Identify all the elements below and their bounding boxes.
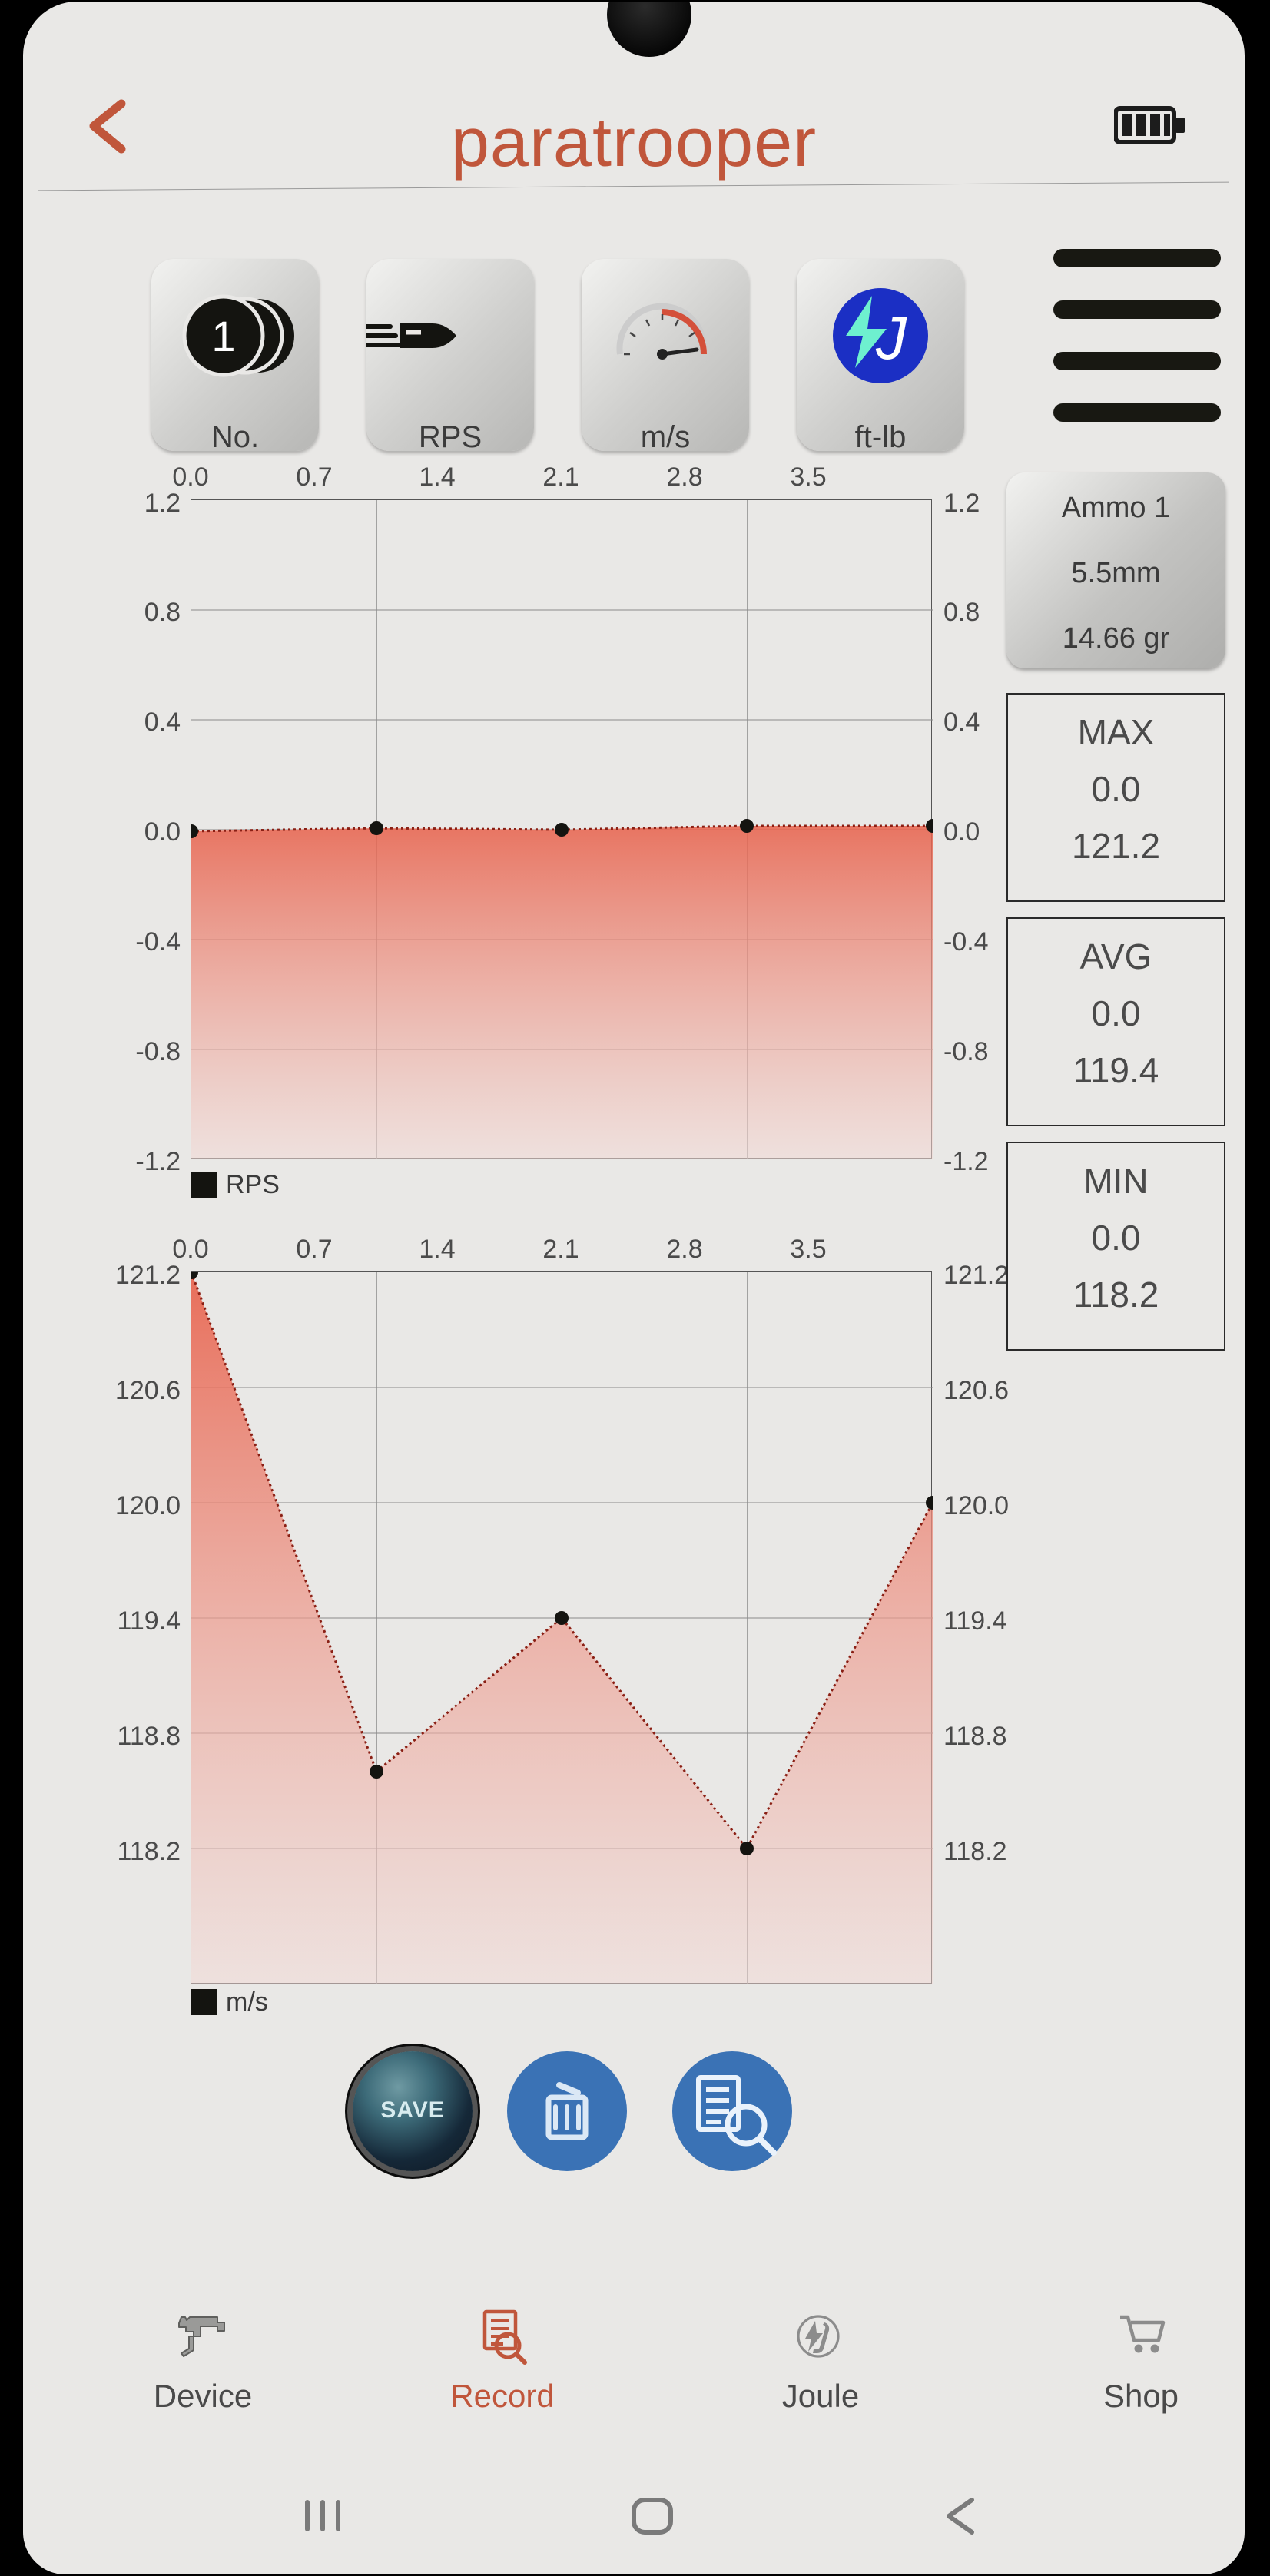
svg-text:1: 1 <box>211 312 235 360</box>
svg-text:SAVE: SAVE <box>380 2097 444 2123</box>
svg-text:J: J <box>875 303 907 372</box>
